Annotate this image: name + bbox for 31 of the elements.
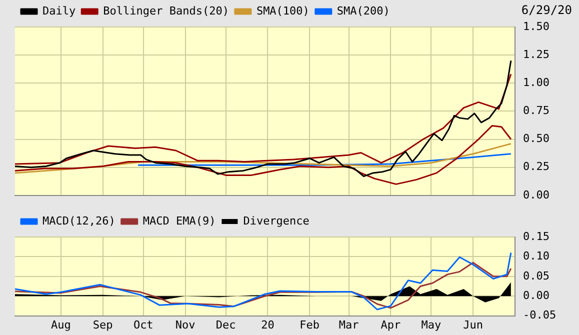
y-tick-label: 1.25 bbox=[523, 48, 550, 61]
y-tick-label: 1.50 bbox=[523, 20, 550, 33]
text: 6/29/20 bbox=[521, 3, 572, 18]
x-tick-label: Apr bbox=[380, 318, 401, 332]
y-tick-label: 0.15 bbox=[523, 230, 550, 243]
legend-label: MACD EMA(9) bbox=[142, 214, 216, 228]
legend-label: SMA(200) bbox=[336, 4, 390, 18]
legend-label: Daily bbox=[42, 4, 76, 18]
y-tick-label: 0.05 bbox=[523, 269, 550, 282]
y-tick-label: 0.00 bbox=[523, 288, 550, 302]
x-tick-label: Mar bbox=[338, 318, 360, 332]
x-tick-label: May bbox=[421, 318, 442, 332]
y-tick-label: 0.10 bbox=[523, 250, 550, 263]
x-tick-label: 20 bbox=[261, 318, 274, 332]
x-tick-label: Oct bbox=[133, 318, 154, 332]
y-tick-label: 0.25 bbox=[523, 160, 550, 174]
legend-label: Divergence bbox=[243, 214, 310, 228]
x-tick-label: Aug bbox=[51, 318, 71, 332]
y-tick-label: 0.50 bbox=[523, 132, 550, 146]
x-tick-label: Nov bbox=[175, 318, 196, 332]
x-tick-label: Jun bbox=[463, 318, 484, 332]
y-tick-label: 0.00 bbox=[523, 188, 550, 202]
y-tick-label: 1.00 bbox=[523, 76, 550, 89]
x-tick-label: Feb bbox=[300, 318, 320, 332]
legend-label: SMA(100) bbox=[256, 4, 310, 18]
x-tick-label: Sep bbox=[92, 318, 113, 332]
legend-label: MACD(12,26) bbox=[42, 214, 116, 228]
x-tick-label: Dec bbox=[216, 318, 236, 332]
y-tick-label: 0.75 bbox=[523, 104, 550, 118]
y-tick-label: -0.05 bbox=[523, 308, 556, 322]
legend-label: Bollinger Bands(20) bbox=[103, 4, 229, 18]
